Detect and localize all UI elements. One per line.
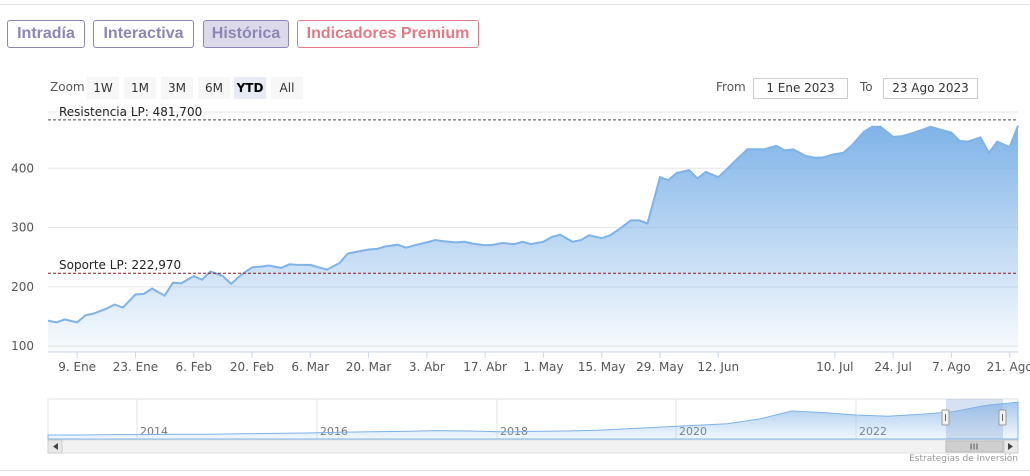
tab-intradia[interactable]: Intradía <box>7 20 85 48</box>
tab-indicadores-premium[interactable]: Indicadores Premium <box>297 20 479 48</box>
price-area <box>48 125 1018 352</box>
x-tick-label: 12. Jun <box>697 360 739 374</box>
zoom-1m-button[interactable]: 1M <box>124 77 156 99</box>
x-tick-label: 6. Feb <box>175 360 212 374</box>
y-tick-label: 300 <box>11 221 34 235</box>
resistance-label: Resistencia LP: 481,700 <box>59 105 202 119</box>
tab-interactiva[interactable]: Interactiva <box>93 20 194 48</box>
reference-lines: Resistencia LP: 481,700 Soporte LP: 222,9… <box>48 105 1018 274</box>
y-axis-ticks: 100 200 300 400 <box>11 161 34 353</box>
y-tick-label: 200 <box>11 280 34 294</box>
x-tick-label: 24. Jul <box>874 360 911 374</box>
zoom-6m-button[interactable]: 6M <box>198 77 230 99</box>
zoom-1w-button[interactable]: 1W <box>87 77 119 99</box>
chart-credit: Estrategias de Inversión <box>909 454 1018 464</box>
navigator-selection <box>946 399 1003 439</box>
bottom-divider <box>0 470 1030 471</box>
range-from-input[interactable]: 1 Ene 2023 <box>753 78 848 99</box>
x-tick-label: 1. May <box>523 360 563 374</box>
price-line <box>47 125 1019 324</box>
scrollbar-track <box>47 439 1019 454</box>
top-divider <box>0 4 1030 5</box>
x-tick-label: 29. May <box>636 360 684 374</box>
tab-historica[interactable]: Histórica <box>203 20 289 48</box>
x-tick-label: 10. Jul <box>816 360 853 374</box>
x-tick-label: 15. May <box>578 360 626 374</box>
x-tick-label: 20. Feb <box>230 360 274 374</box>
support-label: Soporte LP: 222,970 <box>59 258 181 272</box>
x-tick-label: 7. Ago <box>932 360 970 374</box>
zoom-label: Zoom <box>50 80 85 94</box>
y-tick-label: 100 <box>11 339 34 353</box>
y-tick-label: 400 <box>11 161 34 175</box>
navigator-area <box>47 401 1019 440</box>
x-tick-label: 20. Mar <box>346 360 392 374</box>
range-from-label: From <box>716 80 746 94</box>
scrollbar-grip-icon <box>970 443 978 450</box>
x-tick-label: 23. Ene <box>113 360 158 374</box>
x-tick-label: 17. Abr <box>463 360 507 374</box>
range-to-label: To <box>860 80 873 94</box>
x-tick-label: 21. Ago <box>987 360 1030 374</box>
zoom-3m-button[interactable]: 3M <box>161 77 193 99</box>
zoom-ytd-button[interactable]: YTD <box>234 77 266 99</box>
x-axis-ticks: 9. Ene 23. Ene 6. Feb 20. Feb 6. Mar 20. Mar 3… <box>58 352 1030 374</box>
x-tick-label: 6. Mar <box>291 360 329 374</box>
x-tick-label: 9. Ene <box>58 360 96 374</box>
zoom-all-button[interactable]: All <box>271 77 303 99</box>
range-to-input[interactable]: 23 Ago 2023 <box>883 78 978 99</box>
scroll-left-arrow-icon <box>53 443 58 450</box>
x-tick-label: 3. Abr <box>409 360 445 374</box>
scroll-right-arrow-icon <box>1008 443 1013 450</box>
